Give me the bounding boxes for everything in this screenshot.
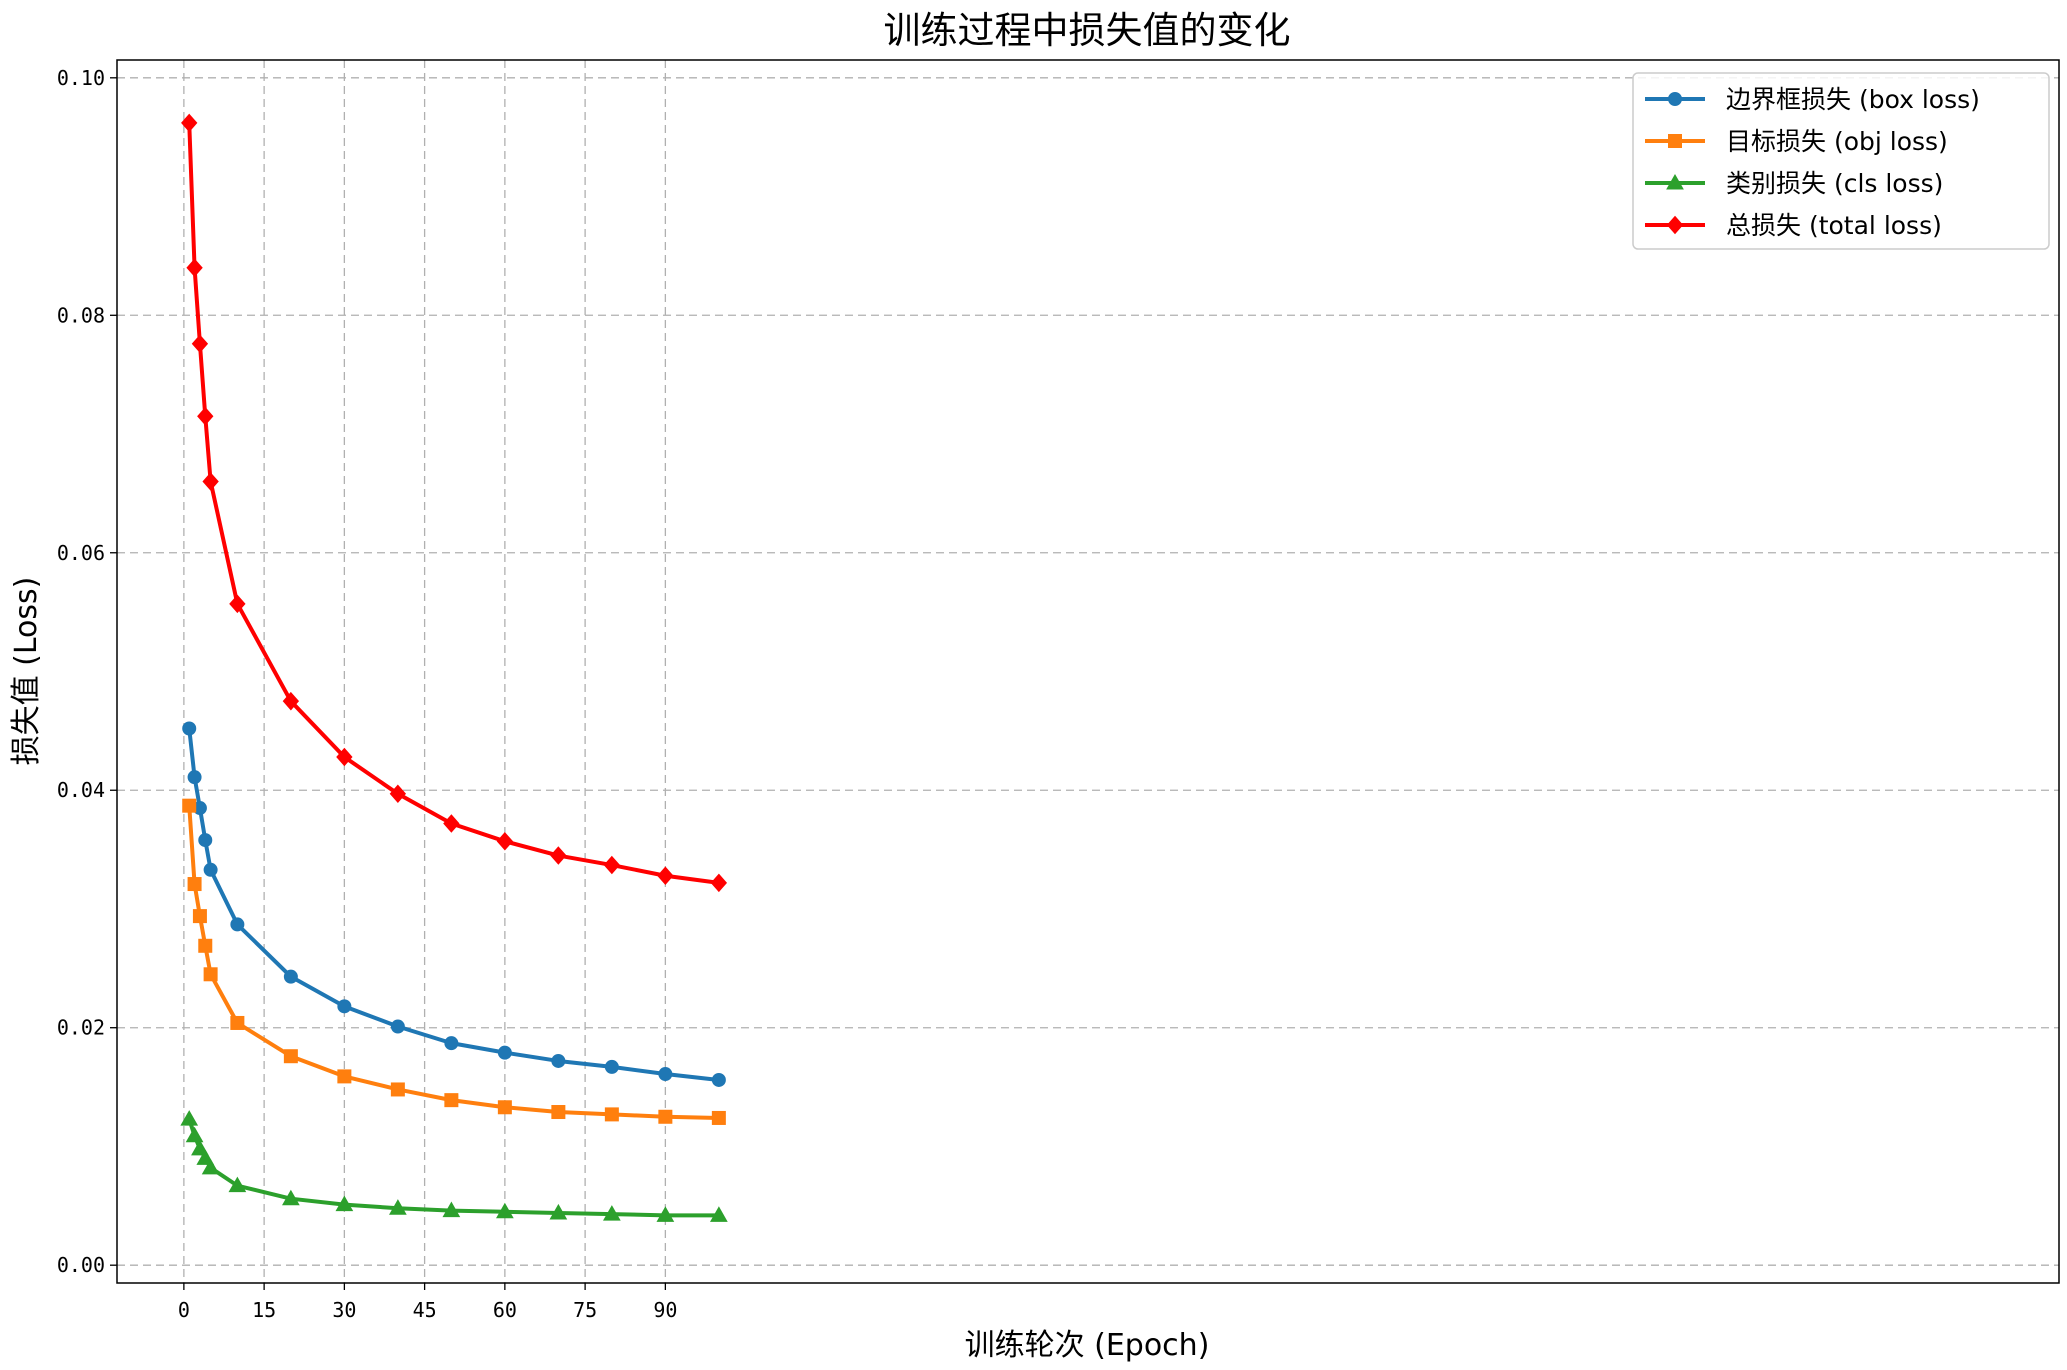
data-point — [603, 1205, 621, 1221]
series-0 — [182, 721, 726, 1087]
legend-label: 目标损失 (obj loss) — [1726, 127, 1948, 156]
data-point — [228, 1176, 247, 1193]
data-point — [444, 1036, 459, 1051]
data-point — [549, 1203, 568, 1220]
data-point — [390, 1082, 405, 1097]
data-point — [192, 909, 207, 924]
data-point — [186, 258, 203, 278]
data-point — [709, 1206, 728, 1222]
x-axis-label: 训练轮次 (Epoch) — [965, 1328, 1210, 1363]
data-point — [497, 1045, 512, 1060]
series-2 — [180, 1110, 728, 1222]
data-point — [282, 1189, 300, 1206]
legend-box — [1632, 72, 2050, 250]
y-tick-label: 0.08 — [57, 303, 105, 327]
data-point — [337, 1069, 352, 1084]
data-point — [604, 1107, 619, 1122]
data-point — [335, 1195, 354, 1212]
x-tick-label: 75 — [573, 1298, 597, 1322]
data-point — [181, 113, 198, 133]
x-tick-label: 0 — [178, 1298, 190, 1322]
data-point — [496, 832, 514, 851]
x-tick-label: 45 — [413, 1298, 437, 1322]
data-point — [196, 1149, 215, 1165]
data-point — [182, 798, 197, 813]
legend-label: 总损失 (total loss) — [1726, 211, 1942, 240]
legend-marker — [1666, 215, 1684, 235]
data-point — [230, 1015, 245, 1030]
legend-item: 目标损失 (obj loss) — [1645, 127, 1948, 156]
legend-marker — [1668, 134, 1682, 148]
legend-marker — [1666, 173, 1684, 190]
data-point — [187, 770, 202, 785]
data-point — [203, 862, 218, 877]
data-point — [198, 938, 213, 953]
data-point — [604, 1059, 619, 1074]
data-point — [444, 1093, 459, 1108]
y-tick-label: 0.00 — [57, 1253, 105, 1277]
data-point — [657, 866, 674, 885]
data-point — [443, 814, 460, 833]
data-point — [191, 334, 209, 354]
data-point — [389, 784, 407, 804]
data-point — [336, 747, 353, 767]
plot-frame — [116, 59, 2060, 1284]
legend-item: 类别损失 (cls loss) — [1645, 169, 1943, 198]
data-point — [658, 1109, 673, 1124]
legend-item: 总损失 (total loss) — [1645, 211, 1942, 240]
data-point — [497, 1100, 512, 1115]
y-tick-label: 0.10 — [57, 66, 105, 90]
data-point — [711, 1072, 726, 1087]
series-3 — [181, 113, 728, 893]
data-point — [551, 1105, 566, 1120]
series-1 — [182, 798, 726, 1125]
x-tick-label: 90 — [653, 1298, 677, 1322]
axes: 0 15 30 45 60 75 90 0.00 0.02 0.04 0.06 0.08 0.10 — [57, 66, 678, 1322]
data-point — [337, 999, 352, 1014]
data-point — [187, 877, 202, 892]
y-tick-label: 0.04 — [57, 778, 105, 802]
y-axis-label: 损失值 (Loss) — [9, 577, 44, 766]
x-tick-label: 30 — [332, 1298, 356, 1322]
legend-label: 类别损失 (cls loss) — [1726, 169, 1943, 198]
data-point — [656, 1206, 675, 1222]
data-point — [551, 1053, 566, 1068]
data-point — [185, 1126, 204, 1143]
series-layer — [180, 113, 728, 1222]
chart-title: 训练过程中损失值的变化 — [884, 9, 1291, 52]
data-point — [197, 406, 214, 426]
data-point — [389, 1199, 407, 1215]
data-point — [711, 1110, 726, 1125]
y-tick-label: 0.02 — [57, 1016, 105, 1040]
legend: 边界框损失 (box loss) 目标损失 (obj loss) 类别损失 (cls… — [1632, 72, 2050, 250]
legend-label: 边界框损失 (box loss) — [1726, 85, 1980, 114]
data-point — [180, 1110, 199, 1126]
data-point — [182, 721, 197, 736]
y-tick-label: 0.06 — [57, 541, 105, 565]
legend-marker — [1668, 92, 1682, 106]
data-point — [550, 846, 567, 865]
data-point — [283, 969, 298, 984]
data-point — [283, 1049, 298, 1064]
data-point — [191, 1139, 209, 1156]
legend-item: 边界框损失 (box loss) — [1645, 85, 1980, 114]
data-point — [496, 1202, 514, 1219]
data-point — [203, 967, 218, 982]
data-point — [229, 594, 246, 614]
data-point — [442, 1201, 461, 1218]
data-point — [710, 873, 728, 893]
data-point — [201, 1158, 220, 1175]
data-point — [230, 917, 245, 932]
data-point — [202, 472, 219, 491]
data-point — [198, 833, 213, 848]
data-point — [282, 691, 300, 711]
data-point — [603, 855, 621, 875]
data-point — [390, 1019, 405, 1034]
data-point — [658, 1067, 673, 1082]
x-tick-label: 60 — [493, 1298, 517, 1322]
x-tick-label: 15 — [252, 1298, 276, 1322]
